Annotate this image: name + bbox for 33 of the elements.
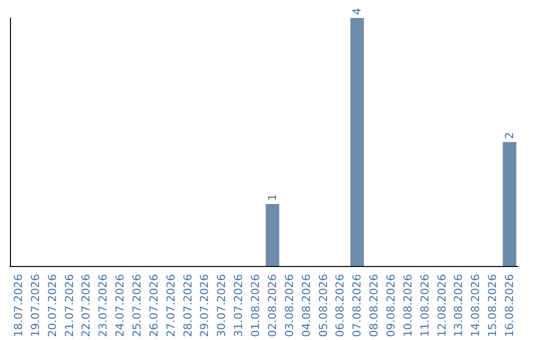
x-tick-label: 04.08.2026	[300, 274, 313, 338]
x-tick-label: 27.07.2026	[164, 274, 178, 338]
x-tick-label: 15.08.2026	[486, 274, 500, 338]
data-label: 1	[266, 194, 279, 202]
x-tick-label: 21.07.2026	[62, 274, 76, 338]
x-tick-label: 06.08.2026	[334, 274, 347, 338]
x-tick-label: 07.08.2026	[350, 274, 364, 338]
data-label: 2	[503, 132, 516, 140]
x-tick-label: 11.08.2026	[418, 274, 432, 338]
x-tick-label: 13.08.2026	[452, 274, 466, 338]
x-tick-label: 22.07.2026	[80, 274, 93, 338]
x-tick-label: 02.08.2026	[266, 274, 279, 338]
x-tick-label: 14.08.2026	[469, 274, 482, 338]
x-tick-label: 09.08.2026	[384, 274, 398, 338]
x-tick-label: 05.08.2026	[316, 274, 330, 338]
x-tick-label: 23.07.2026	[96, 274, 110, 338]
x-tick-label: 12.08.2026	[435, 274, 448, 338]
x-tick-label: 10.08.2026	[401, 274, 414, 338]
x-tick-label: 31.07.2026	[232, 274, 246, 338]
x-tick-label: 25.07.2026	[130, 274, 144, 338]
data-label: 4	[350, 8, 364, 15]
x-tick-label: 30.07.2026	[215, 274, 228, 338]
x-tick-label: 20.07.2026	[46, 274, 59, 338]
x-tick-label: 03.08.2026	[282, 274, 296, 338]
x-tick-label: 16.08.2026	[503, 274, 516, 338]
x-tick-label: 24.07.2026	[114, 274, 127, 338]
x-tick-label: 26.07.2026	[147, 274, 160, 338]
x-tick-label: 18.07.2026	[12, 274, 25, 338]
x-tick-label: 19.07.2026	[28, 274, 42, 338]
x-tick-label: 08.08.2026	[368, 274, 381, 338]
x-tick-label: 01.08.2026	[249, 274, 262, 338]
x-tick-label: 29.07.2026	[198, 274, 212, 338]
x-tick-label: 28.07.2026	[181, 274, 194, 338]
